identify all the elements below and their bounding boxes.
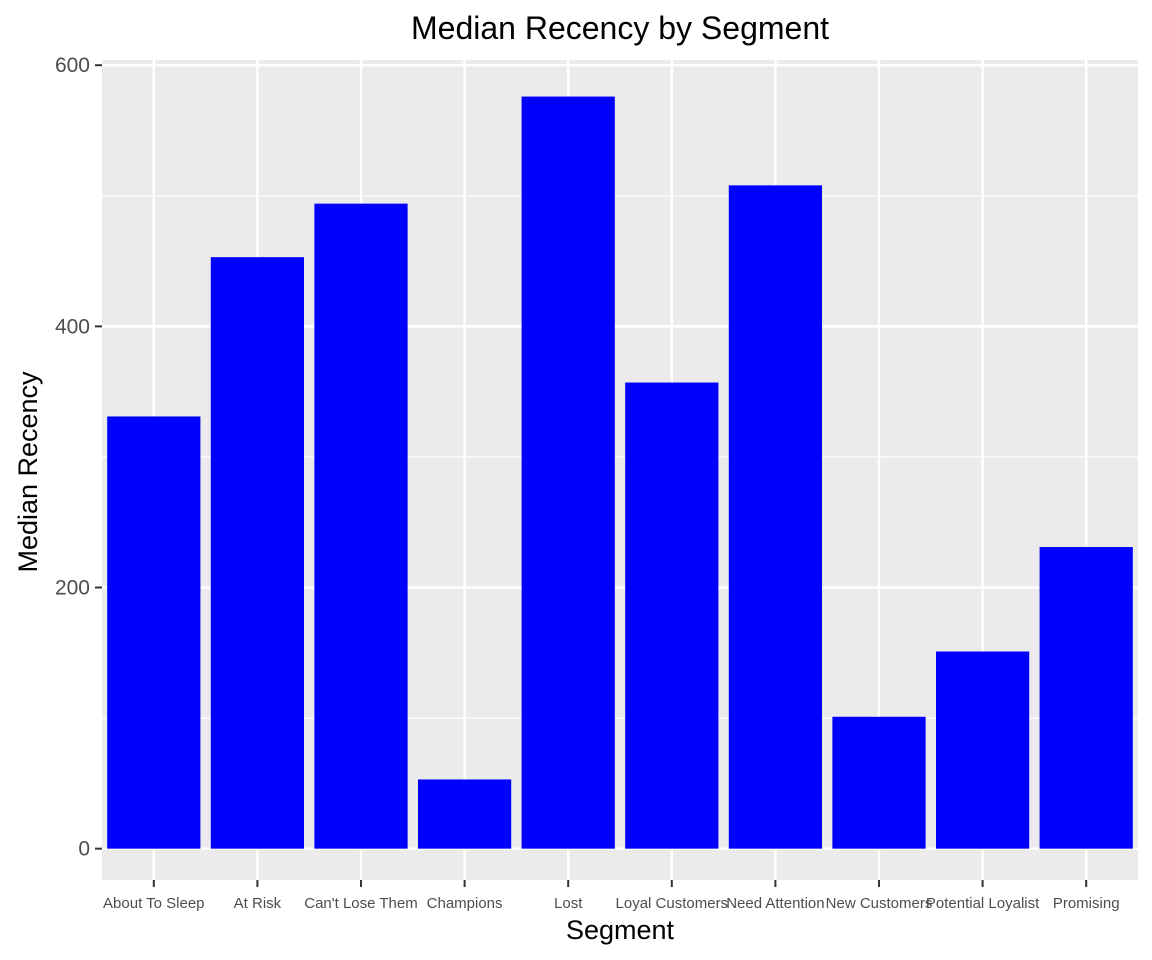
x-axis: About To Sleep At Risk Can't Lose Them Cham… xyxy=(103,880,1120,912)
x-tick-label: At Risk xyxy=(234,895,282,912)
x-tick-label: Promising xyxy=(1053,895,1120,912)
x-axis-title: Segment xyxy=(566,915,675,945)
bar xyxy=(521,96,615,849)
bar xyxy=(107,416,201,849)
bar xyxy=(314,203,408,849)
bar xyxy=(728,185,823,849)
y-axis: 0 200 400 600 xyxy=(55,54,102,861)
bars xyxy=(107,96,1133,849)
bar xyxy=(625,382,719,849)
bar xyxy=(832,716,926,849)
x-tick-label: Potential Loyalist xyxy=(926,895,1040,912)
x-tick-label: Lost xyxy=(554,895,583,912)
y-tick-label: 400 xyxy=(55,315,90,338)
x-tick-label: Need Attention xyxy=(726,895,824,912)
x-tick-label: About To Sleep xyxy=(103,895,204,912)
x-tick-label: Can't Lose Them xyxy=(304,895,417,912)
bar xyxy=(210,257,305,849)
y-tick-label: 0 xyxy=(78,838,90,861)
y-tick-label: 200 xyxy=(55,577,90,600)
x-tick-label: Champions xyxy=(427,895,503,912)
x-tick-label: New Customers xyxy=(826,895,933,912)
y-axis-title: Median Recency xyxy=(13,371,43,573)
chart-title: Median Recency by Segment xyxy=(411,10,829,46)
bar xyxy=(935,651,1030,849)
bar xyxy=(417,779,512,849)
y-tick-label: 600 xyxy=(55,54,90,77)
x-tick-label: Loyal Customers xyxy=(616,895,729,912)
bar xyxy=(1039,547,1133,849)
